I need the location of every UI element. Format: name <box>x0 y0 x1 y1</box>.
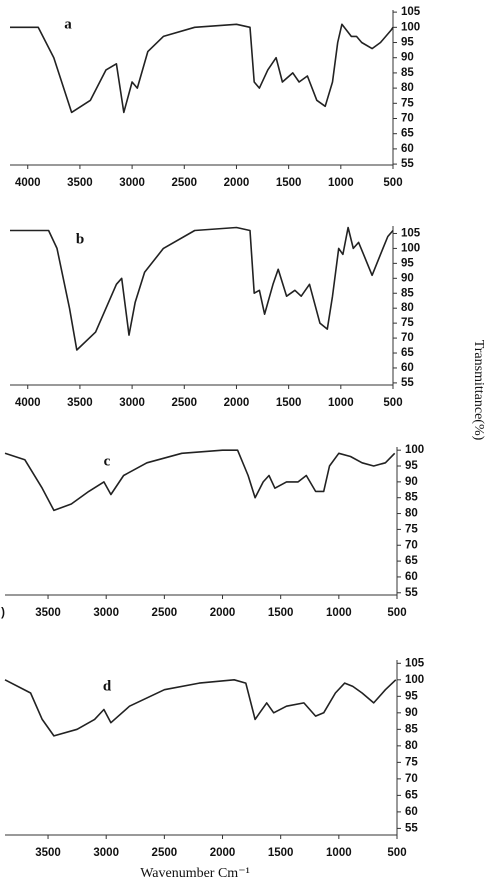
x-axis-label: Wavenumber Cm⁻¹ <box>140 866 250 881</box>
x-tick-label: 3500 <box>67 177 93 189</box>
x-tick-label: 1500 <box>276 177 302 189</box>
x-tick-label: 1000 <box>328 177 354 189</box>
x-tick-label: 4000 <box>15 397 41 409</box>
y-tick-label: 75 <box>401 97 414 109</box>
y-tick-label: 80 <box>405 740 418 752</box>
y-tick-label: 90 <box>401 52 414 64</box>
x-tick-label: 2000 <box>224 177 250 189</box>
spectrum-line <box>10 226 394 351</box>
y-tick-label: 80 <box>401 302 414 314</box>
y-tick-label: 60 <box>401 143 414 155</box>
y-tick-label: 80 <box>405 508 418 520</box>
y-tick-label: 65 <box>405 789 418 801</box>
x-tick-label: 3500 <box>67 397 93 409</box>
x-tick-label: 3000 <box>93 847 119 859</box>
x-tick-label: 1000 <box>328 397 354 409</box>
y-tick-label: 55 <box>405 587 418 599</box>
x-tick-label: ) <box>1 607 5 619</box>
y-tick-label: 100 <box>401 21 420 33</box>
x-tick-label: 500 <box>387 607 406 619</box>
y-tick-label: 65 <box>401 347 414 359</box>
y-axis-label: Transmittance(%) <box>471 340 486 441</box>
x-tick-label: 500 <box>383 177 402 189</box>
x-tick-label: 2000 <box>224 397 250 409</box>
x-tick-label: 1000 <box>326 607 352 619</box>
x-tick-label: 1500 <box>268 847 294 859</box>
y-tick-label: 75 <box>405 523 418 535</box>
x-tick-label: 3000 <box>119 397 145 409</box>
spectrum-line <box>4 679 397 737</box>
y-tick-label: 100 <box>405 444 424 456</box>
x-tick-label: 3000 <box>93 607 119 619</box>
panel-label: c <box>104 453 111 469</box>
y-tick-label: 65 <box>405 555 418 567</box>
y-tick-label: 65 <box>401 128 414 140</box>
y-tick-label: 85 <box>401 67 414 79</box>
y-tick-label: 85 <box>401 287 414 299</box>
y-tick-label: 55 <box>401 377 414 389</box>
y-tick-label: 75 <box>401 317 414 329</box>
y-tick-label: 55 <box>405 822 418 834</box>
y-tick-label: 105 <box>405 657 425 669</box>
x-tick-label: 2500 <box>152 607 178 619</box>
panel-label: d <box>103 678 112 694</box>
y-tick-label: 105 <box>401 228 421 240</box>
y-tick-label: 90 <box>401 272 414 284</box>
x-tick-label: 4000 <box>15 177 41 189</box>
y-tick-label: 60 <box>401 362 414 374</box>
x-tick-label: 2000 <box>210 847 236 859</box>
y-tick-label: 95 <box>405 460 418 472</box>
x-tick-label: 1500 <box>276 397 302 409</box>
y-tick-label: 100 <box>405 674 424 686</box>
y-tick-label: 70 <box>401 113 414 125</box>
y-tick-label: 70 <box>405 773 418 785</box>
x-tick-label: 500 <box>383 397 402 409</box>
panel-label: a <box>64 16 72 32</box>
y-tick-label: 60 <box>405 571 418 583</box>
y-tick-label: 100 <box>401 242 420 254</box>
x-tick-label: 2500 <box>152 847 178 859</box>
x-tick-label: 500 <box>387 847 406 859</box>
x-tick-label: 2500 <box>171 177 197 189</box>
y-tick-label: 95 <box>405 690 418 702</box>
x-tick-label: 3500 <box>35 607 61 619</box>
panel-label: b <box>76 231 84 247</box>
x-tick-label: 3000 <box>119 177 145 189</box>
y-tick-label: 95 <box>401 257 414 269</box>
x-tick-label: 3500 <box>35 847 61 859</box>
y-tick-label: 85 <box>405 723 418 735</box>
y-tick-label: 70 <box>401 332 414 344</box>
y-tick-label: 80 <box>401 82 414 94</box>
y-tick-label: 60 <box>405 806 418 818</box>
x-tick-label: 1500 <box>268 607 294 619</box>
y-tick-label: 70 <box>405 539 418 551</box>
y-tick-label: 105 <box>401 6 421 18</box>
y-tick-label: 90 <box>405 707 418 719</box>
x-tick-label: 2500 <box>171 397 197 409</box>
y-tick-label: 75 <box>405 756 418 768</box>
x-tick-label: 2000 <box>210 607 236 619</box>
spectrum-line <box>10 23 394 114</box>
y-tick-label: 90 <box>405 476 418 488</box>
spectrum-line <box>4 449 396 512</box>
y-tick-label: 85 <box>405 492 418 504</box>
y-tick-label: 95 <box>401 37 414 49</box>
x-tick-label: 1000 <box>326 847 352 859</box>
y-tick-label: 55 <box>401 158 414 170</box>
